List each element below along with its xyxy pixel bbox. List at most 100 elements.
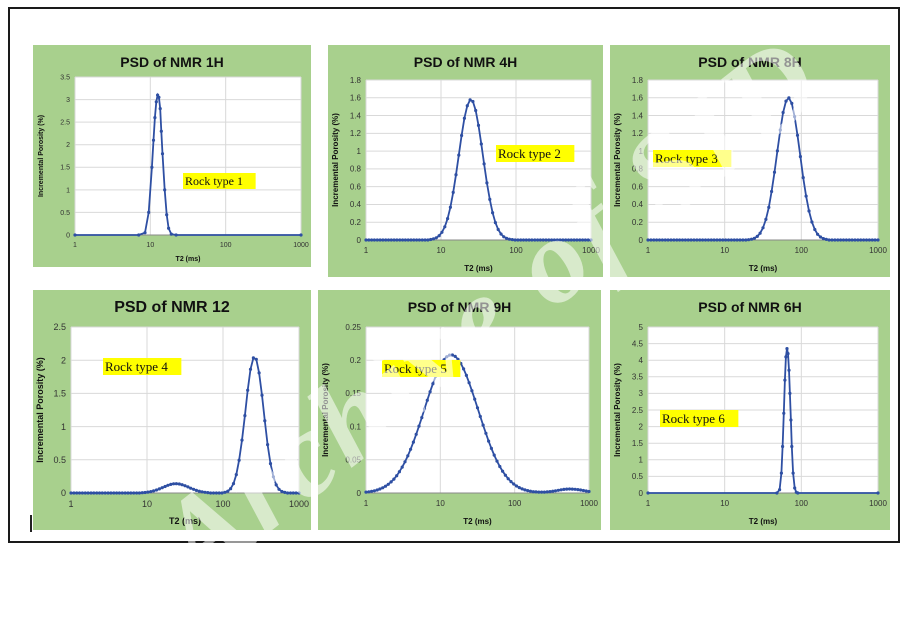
data-point: [291, 491, 295, 495]
data-point: [755, 234, 759, 238]
y-tick-label: 3: [66, 97, 70, 104]
data-point: [787, 368, 791, 372]
data-point: [652, 238, 656, 242]
y-tick-label: 1.4: [632, 111, 644, 120]
data-point: [154, 100, 158, 104]
data-point: [775, 149, 779, 153]
data-point: [657, 238, 662, 242]
y-tick-label: 0.2: [350, 218, 362, 227]
data-point: [669, 238, 673, 242]
data-point: [572, 238, 576, 242]
data-point: [163, 484, 167, 489]
data-point: [372, 489, 376, 493]
data-point: [457, 153, 461, 157]
y-tick-label: 0.1: [350, 422, 362, 431]
data-point: [200, 490, 204, 494]
data-point: [370, 489, 374, 493]
data-point: [478, 414, 482, 419]
data-point: [513, 238, 517, 242]
data-point: [867, 238, 871, 242]
data-point: [561, 238, 565, 242]
data-point: [738, 238, 742, 242]
y-tick-label: 1: [61, 422, 66, 432]
data-point: [479, 142, 483, 146]
data-point: [744, 238, 748, 242]
y-tick-label: 0.2: [350, 356, 362, 365]
data-point: [552, 238, 556, 242]
data-point: [167, 226, 171, 230]
x-tick-label: 10: [437, 246, 446, 255]
data-point: [847, 238, 851, 242]
data-point: [169, 482, 173, 486]
data-point: [409, 447, 413, 451]
data-point: [689, 238, 693, 242]
data-point: [764, 217, 768, 221]
data-point: [217, 491, 221, 495]
data-point: [443, 225, 447, 229]
data-point: [663, 238, 667, 242]
data-point: [197, 489, 201, 493]
data-point: [856, 238, 860, 242]
y-tick-label: 0.6: [632, 182, 644, 191]
data-point: [406, 238, 410, 242]
data-point: [761, 226, 765, 230]
rock-type-annotation: Rock type 2: [498, 146, 561, 161]
data-point: [581, 238, 585, 242]
data-point: [157, 487, 161, 491]
data-point: [537, 490, 541, 494]
data-point: [584, 489, 588, 493]
data-point: [678, 238, 682, 242]
data-point: [583, 238, 587, 242]
data-point: [540, 490, 544, 494]
data-point: [415, 238, 419, 242]
data-point: [446, 217, 450, 221]
data-point: [850, 238, 854, 242]
data-point: [137, 491, 141, 495]
data-point: [789, 418, 793, 422]
data-point: [675, 238, 679, 242]
data-point: [796, 491, 800, 495]
data-point: [646, 238, 650, 242]
data-point: [73, 233, 77, 237]
data-point: [243, 414, 247, 418]
data-point: [286, 491, 290, 495]
data-point: [726, 238, 731, 242]
chart-svg: 0 0.2 0.4 0.6 0.8 1 1.2 1.4 1.6 1.8 1 10 100 1000 PSD …: [613, 54, 887, 273]
data-point: [403, 238, 407, 242]
data-point: [411, 440, 415, 444]
data-point: [544, 238, 548, 242]
data-point: [646, 491, 650, 495]
data-point: [550, 238, 554, 242]
data-point: [824, 237, 828, 241]
data-point: [778, 488, 782, 492]
x-tick-label: 1: [364, 246, 369, 255]
annotation-highlight: [660, 410, 739, 427]
data-point: [542, 490, 546, 494]
data-point: [703, 238, 708, 242]
data-point: [223, 490, 227, 494]
data-point: [135, 491, 139, 495]
data-point: [573, 487, 577, 491]
data-point: [437, 234, 441, 238]
chart-panel: 0 0.2 0.4 0.6 0.8 1 1.2 1.4 1.6 1.8 1 10 100 1000 PSD …: [328, 45, 603, 277]
data-point: [475, 406, 480, 410]
data-point: [460, 133, 464, 138]
data-point: [152, 489, 156, 493]
data-point: [83, 491, 87, 495]
data-point: [126, 491, 130, 495]
chart-svg: 0 0.5 1 1.5 2 2.5 3 3.5 4 4.5 5 1 10 100 1000 PSD of NM…: [613, 299, 887, 526]
data-point: [468, 98, 472, 102]
data-point: [237, 458, 241, 462]
data-point: [862, 238, 866, 242]
data-point: [786, 352, 790, 356]
y-tick-label: 0: [66, 232, 70, 239]
data-point: [683, 238, 687, 242]
y-tick-label: 2.5: [632, 406, 644, 415]
y-tick-label: 1.8: [632, 76, 644, 85]
data-point: [492, 453, 496, 457]
data-point: [589, 238, 593, 242]
x-tick-label: 10: [436, 499, 445, 508]
data-point: [194, 488, 198, 492]
data-point: [830, 238, 834, 242]
data-point: [169, 232, 173, 236]
